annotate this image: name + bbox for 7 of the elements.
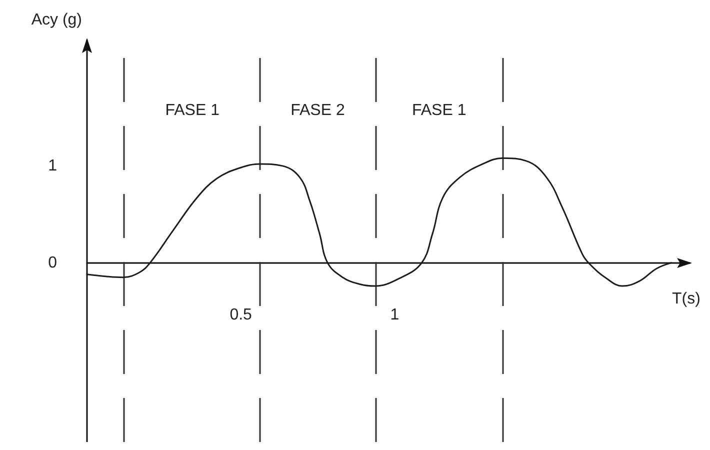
x-axis-title: T(s): [672, 290, 700, 308]
annotation: FASE 2: [290, 102, 345, 119]
y-axis-title: Acy (g): [31, 12, 82, 28]
annotation: FASE 1: [412, 102, 466, 119]
y-tick-label: 0: [48, 254, 58, 272]
x-tick-label: 0.5: [230, 306, 252, 324]
annotation: FASE 1: [165, 102, 220, 119]
